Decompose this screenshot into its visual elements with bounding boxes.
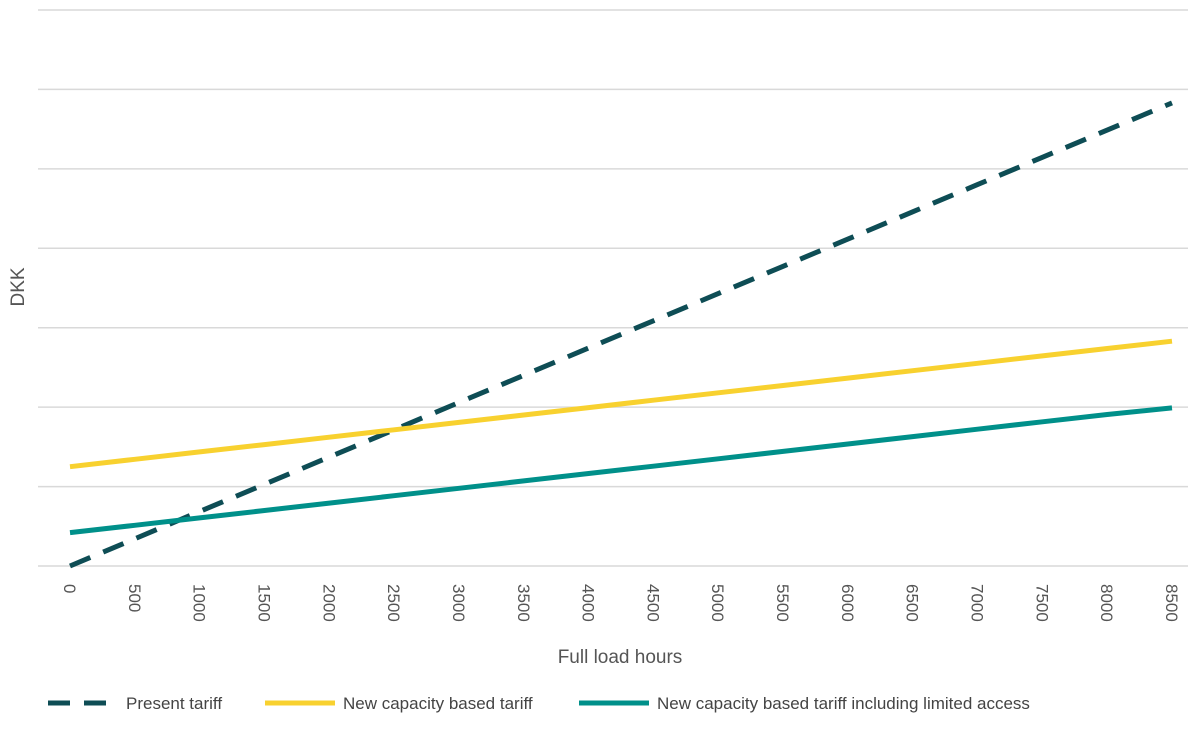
x-tick-label: 0 xyxy=(60,584,79,593)
x-tick-label: 4000 xyxy=(579,584,598,622)
x-tick-label: 6000 xyxy=(838,584,857,622)
y-axis-title: DKK xyxy=(8,267,29,306)
x-tick-label: 7500 xyxy=(1032,584,1051,622)
x-tick-label: 8500 xyxy=(1162,584,1181,622)
x-tick-label: 3000 xyxy=(449,584,468,622)
x-tick-label: 8000 xyxy=(1097,584,1116,622)
series-line xyxy=(69,405,1173,536)
x-tick-label: 1500 xyxy=(254,584,273,622)
series-line xyxy=(69,338,1173,470)
x-tick-label: 2500 xyxy=(384,584,403,622)
legend-label: New capacity based tariff xyxy=(343,694,533,713)
x-tick-label: 7000 xyxy=(968,584,987,622)
legend-label: Present tariff xyxy=(126,694,222,713)
x-tick-label: 2000 xyxy=(319,584,338,622)
x-tick-label: 1000 xyxy=(190,584,209,622)
legend: Present tariff New capacity based tariff N… xyxy=(48,694,1030,713)
x-tick-label: 5000 xyxy=(708,584,727,622)
plot-series xyxy=(69,100,1173,569)
x-tick-label: 3500 xyxy=(514,584,533,622)
gridlines xyxy=(38,9,1188,567)
x-axis-title: Full load hours xyxy=(558,647,683,668)
x-tick-label: 6500 xyxy=(903,584,922,622)
x-tick-label: 5500 xyxy=(773,584,792,622)
legend-label: New capacity based tariff including limi… xyxy=(657,694,1030,713)
x-tick-label: 500 xyxy=(125,584,144,612)
x-axis-ticks: 0 500 1000 1500 2000 2500 3000 3500 4000 4500 5000… xyxy=(60,584,1181,622)
x-tick-label: 4500 xyxy=(643,584,662,622)
series-line xyxy=(69,100,1173,569)
